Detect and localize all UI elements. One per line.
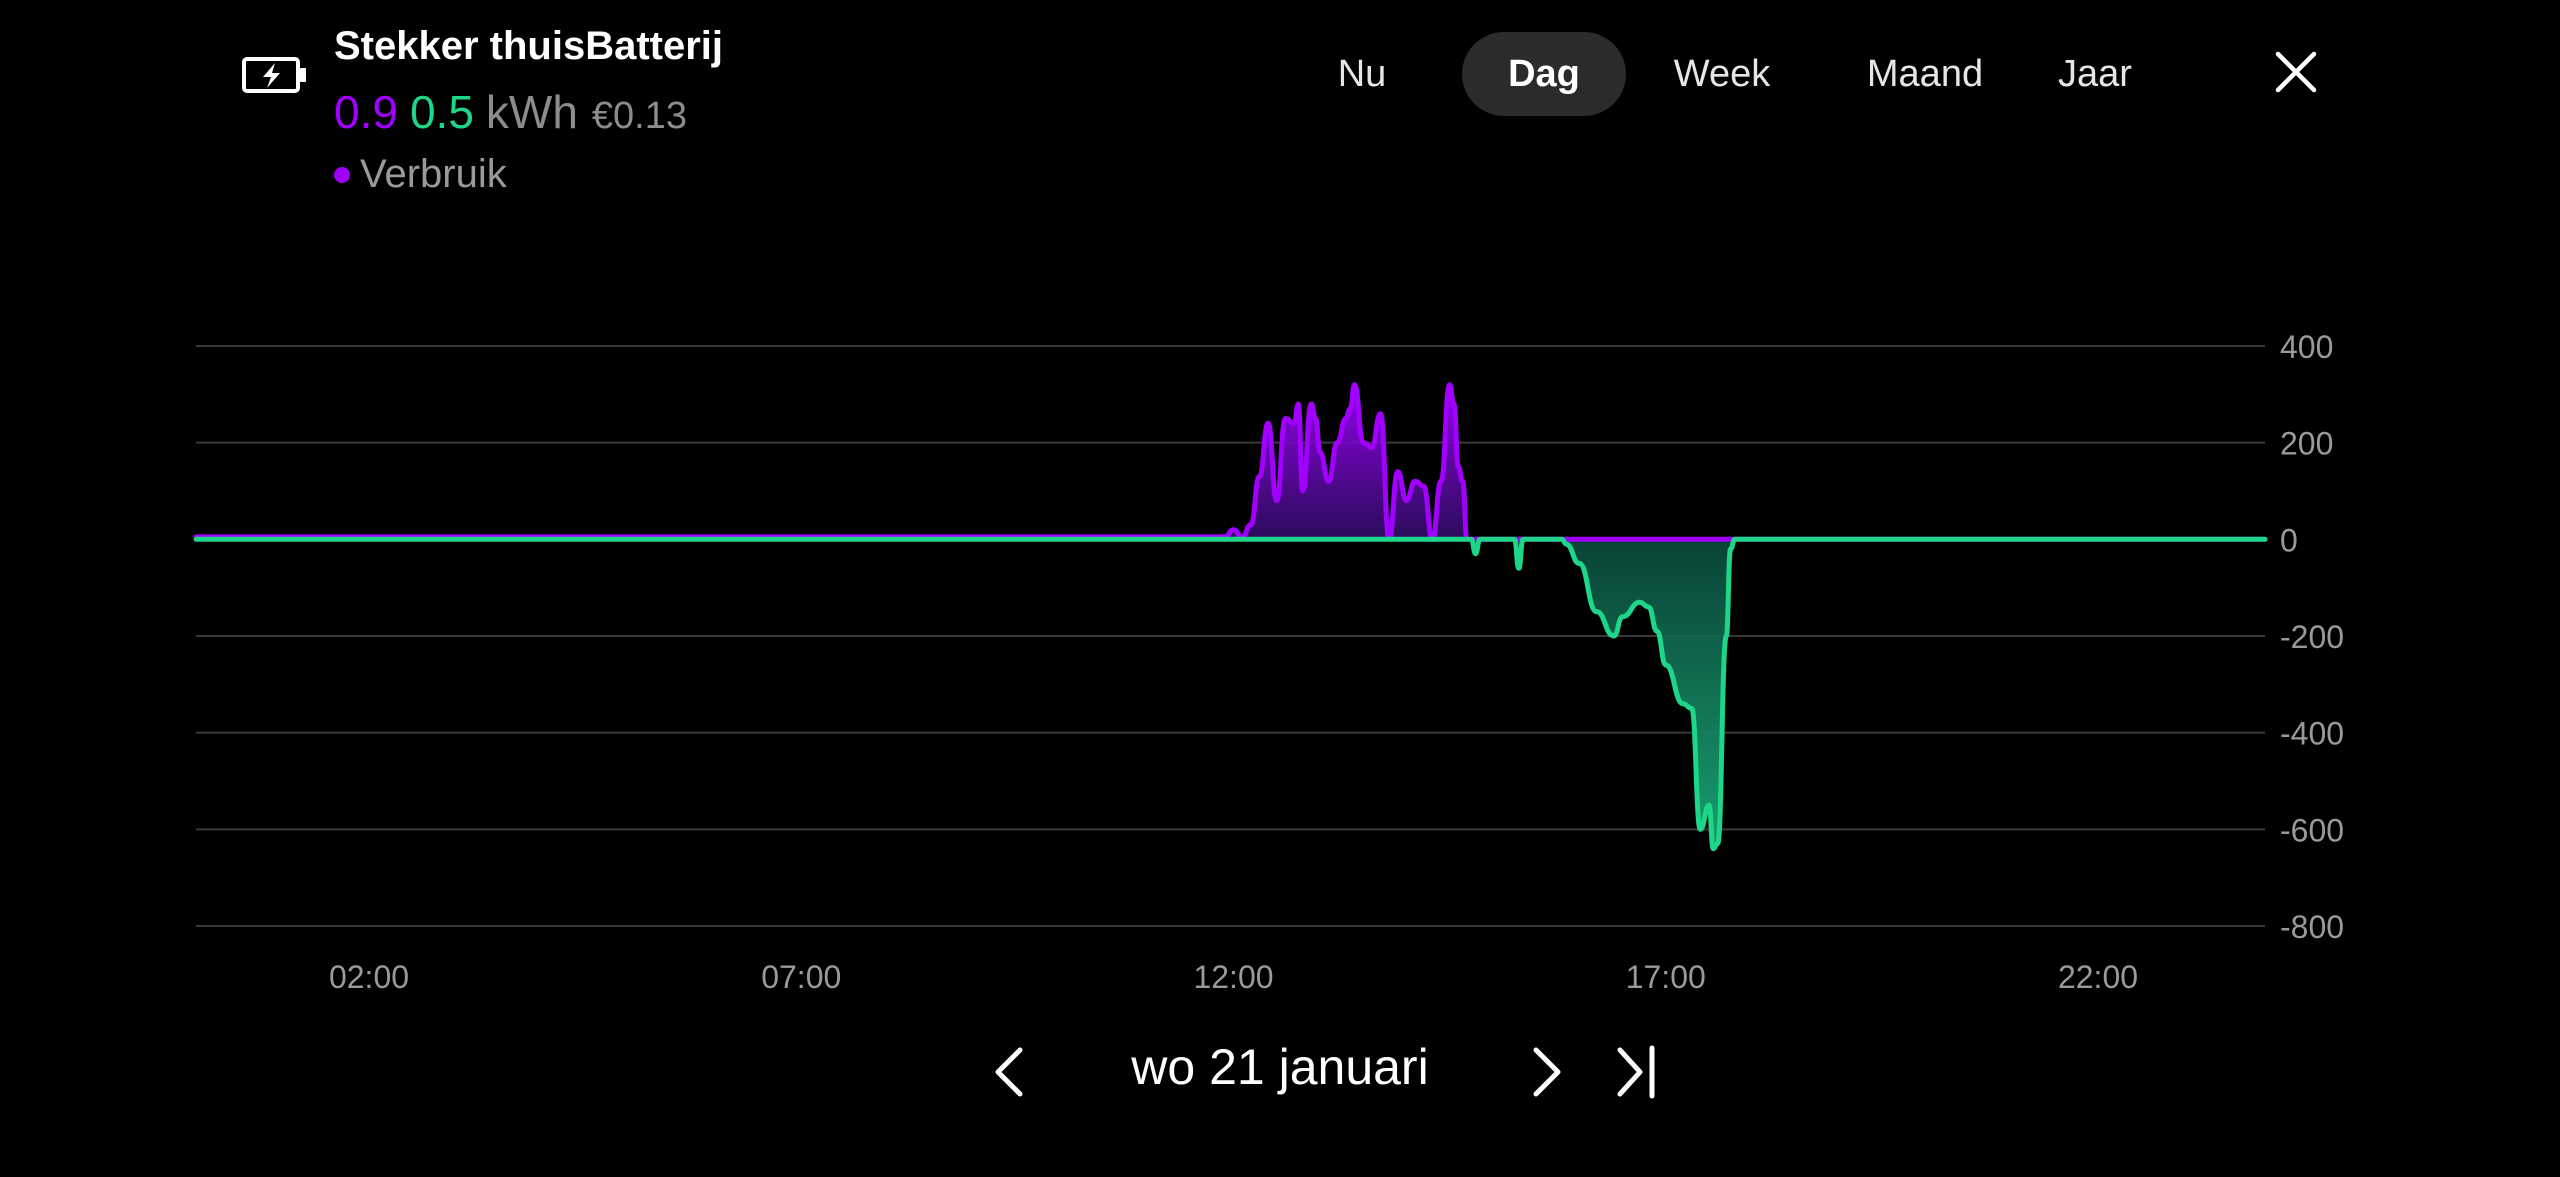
x-axis-ticks: 02:00 07:00 12:00 17:00 22:00 <box>329 959 2138 995</box>
skip-to-end-icon[interactable] <box>1608 1044 1664 1100</box>
date-label: wo 21 januari <box>1131 1039 1429 1095</box>
tab-week[interactable]: Week <box>1673 53 1771 95</box>
x-tick-label: 02:00 <box>329 959 409 995</box>
chevron-left-icon[interactable] <box>984 1044 1040 1100</box>
legend-label: Verbruik <box>360 152 507 196</box>
cost-value: €0.13 <box>591 95 687 137</box>
energy-summary: 0.9 0.5 kWh €0.13 <box>334 84 687 152</box>
tab-jaar[interactable]: Jaar <box>2058 53 2132 95</box>
y-tick-label: 400 <box>2280 329 2333 365</box>
y-tick-label: -800 <box>2280 909 2344 945</box>
x-tick-label: 12:00 <box>1193 959 1273 995</box>
chevron-right-icon[interactable] <box>1516 1044 1572 1100</box>
consumption-value: 0.9 <box>334 86 398 138</box>
chart-areas <box>196 384 2265 849</box>
x-tick-label: 07:00 <box>761 959 841 995</box>
production-value: 0.5 <box>409 86 474 138</box>
y-tick-label: 200 <box>2280 426 2333 462</box>
battery-charging-icon <box>242 57 306 93</box>
y-tick-label: -600 <box>2280 812 2344 848</box>
legend[interactable]: Verbruik <box>334 152 507 197</box>
chart-grid <box>196 345 2265 927</box>
x-tick-label: 17:00 <box>1626 959 1706 995</box>
y-tick-label: -400 <box>2280 716 2344 752</box>
close-icon[interactable] <box>2272 48 2320 96</box>
device-title: Stekker thuisBatterij <box>334 24 724 68</box>
series-area-production <box>196 539 2265 849</box>
y-tick-label: 0 <box>2280 522 2298 558</box>
tab-nu[interactable]: Nu <box>1337 53 1387 95</box>
series-line-production <box>193 536 2268 852</box>
y-axis-ticks: 400 200 0 -200 -400 -600 -800 <box>2280 329 2344 945</box>
energy-chart: 400 200 0 -200 -400 -600 -800 02:00 07:00 12:00 1… <box>193 329 2344 995</box>
legend-dot <box>334 166 350 183</box>
series-area-consumption <box>196 384 2265 540</box>
series-line-consumption <box>193 382 2268 542</box>
tab-dag[interactable]: Dag <box>1462 32 1626 116</box>
x-tick-label: 22:00 <box>2058 959 2138 995</box>
chart-lines <box>193 382 2268 852</box>
y-tick-label: -200 <box>2280 619 2344 655</box>
energy-unit: kWh <box>485 86 578 138</box>
tab-maand[interactable]: Maand <box>1866 53 1984 95</box>
